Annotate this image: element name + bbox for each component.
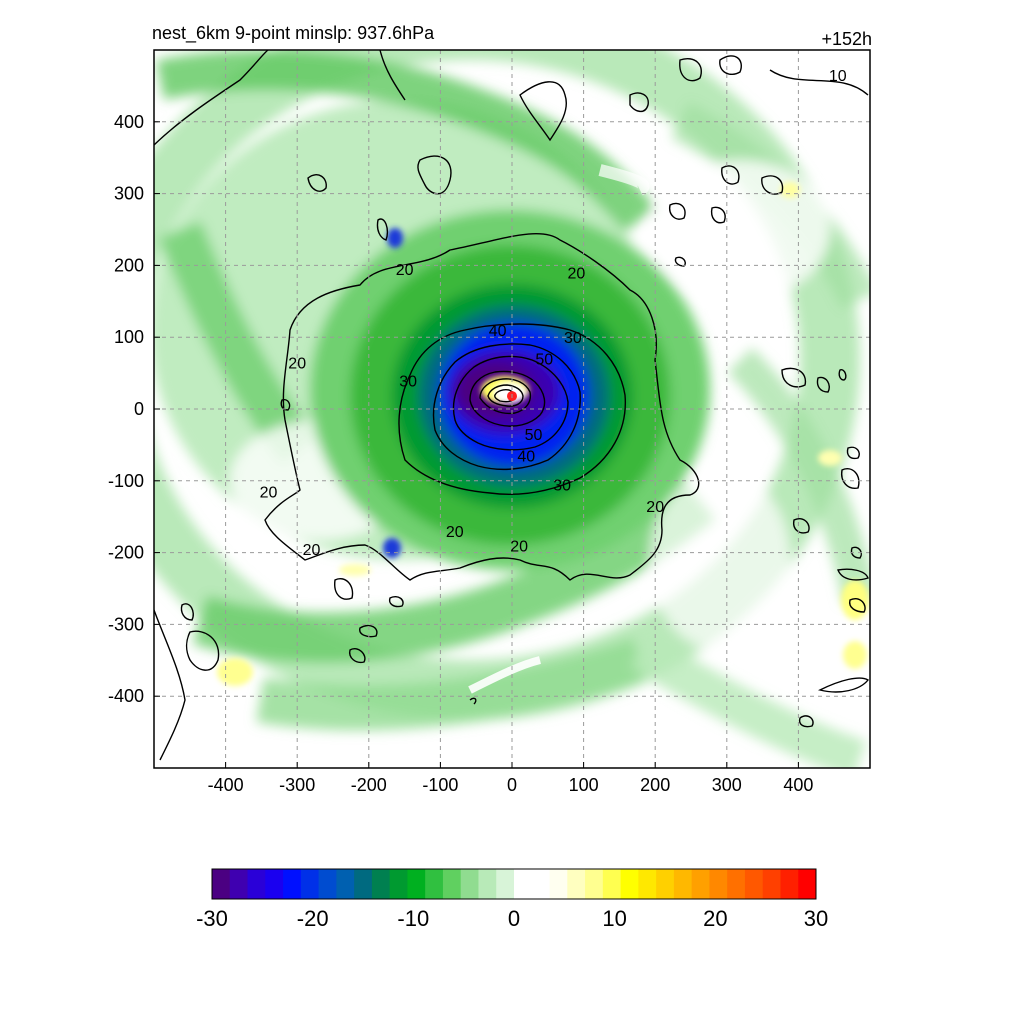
x-tick-label: -100 (422, 775, 458, 795)
contour-label: 20 (568, 266, 586, 283)
contour-label: 30 (564, 330, 582, 347)
colorbar-frame (211, 868, 817, 900)
shaded-field: 20 20 20 20 20 20 20 20 30 30 30 40 40 50 50 10 (154, 50, 870, 768)
colorbar-swatch (780, 869, 799, 899)
colorbar-swatch (371, 869, 391, 899)
colorbar-swatch (762, 869, 781, 899)
y-tick-label: -400 (108, 686, 144, 706)
chart-title: nest_6km 9-point minslp: 937.6hPa (152, 23, 435, 44)
colorbar-swatch (744, 869, 764, 899)
y-tick-label: -300 (108, 614, 144, 634)
colorbar-tick-label: 10 (602, 906, 626, 931)
colorbar-swatch (673, 869, 693, 899)
contour-label: 20 (510, 538, 528, 555)
contour-label: 20 (288, 355, 306, 372)
colorbar-swatch (656, 869, 675, 899)
y-tick-label: 0 (134, 399, 144, 419)
y-tick-label: -200 (108, 543, 144, 563)
contour-label: 40 (489, 323, 507, 340)
colorbar-swatch (514, 869, 533, 899)
colorbar-labels: -30 -20 -10 0 10 20 30 (196, 906, 828, 931)
colorbar-tick-label: -30 (196, 906, 228, 931)
contour-label: 10 (829, 68, 847, 85)
colorbar-swatch (531, 869, 551, 899)
x-tick-label: -200 (351, 775, 387, 795)
contour-label: 50 (525, 427, 543, 444)
x-tick-label: 300 (712, 775, 742, 795)
x-tick-label: 200 (640, 775, 670, 795)
contour-lines (154, 50, 870, 761)
colorbar-tick-label: 0 (508, 906, 520, 931)
colorbar-tick-label: 20 (703, 906, 727, 931)
colorbar-swatch (691, 869, 710, 899)
colorbar-swatch (318, 869, 337, 899)
x-tick-label: 100 (569, 775, 599, 795)
contour-label: 20 (646, 499, 664, 516)
colorbar-swatch (425, 869, 444, 899)
colorbar-swatch (300, 869, 320, 899)
colorbar-swatch (442, 869, 462, 899)
colorbar-swatch (389, 869, 408, 899)
colorbar-swatch (407, 869, 426, 899)
colorbar-swatch (496, 869, 515, 899)
x-axis: -400 -300 -200 -100 0 100 200 300 400 (208, 762, 813, 795)
y-tick-label: 200 (114, 255, 144, 275)
x-tick-label: -300 (279, 775, 315, 795)
contour-label: 20 (446, 524, 464, 541)
colorbar-tick-label: -20 (297, 906, 329, 931)
contour-label: 50 (535, 352, 553, 369)
contour-label: 30 (399, 373, 417, 390)
colorbar-swatch (283, 869, 302, 899)
colorbar-swatch (265, 869, 284, 899)
y-tick-label: 300 (114, 184, 144, 204)
contour-label: 20 (396, 262, 414, 279)
x-tick-label: 0 (507, 775, 517, 795)
contour-label: 20 (303, 542, 321, 559)
colorbar-swatch (460, 869, 479, 899)
y-axis: 400 300 200 100 0 -100 -200 -300 -400 (108, 112, 160, 706)
colorbar (212, 869, 817, 899)
colorbar-swatch (336, 869, 355, 899)
colorbar-swatch (567, 869, 586, 899)
x-tick-label: -400 (208, 775, 244, 795)
colorbar-swatch (620, 869, 639, 899)
colorbar-swatch (602, 869, 622, 899)
colorbar-swatch (727, 869, 746, 899)
colorbar-tick-label: -10 (397, 906, 429, 931)
colorbar-swatch (709, 869, 728, 899)
y-tick-label: 400 (114, 112, 144, 132)
contour-labels: 20 20 20 20 20 20 20 20 30 30 30 40 40 50 50 10 (260, 68, 847, 559)
colorbar-swatch (478, 869, 497, 899)
x-tick-label: 400 (783, 775, 813, 795)
colorbar-swatch (212, 869, 231, 899)
contour-label: 30 (553, 477, 571, 494)
colorbar-swatch (247, 869, 266, 899)
contour-label: 20 (260, 485, 278, 502)
colorbar-swatch (798, 869, 817, 899)
colorbar-swatch (229, 869, 249, 899)
colorbar-swatch (638, 869, 657, 899)
contour-label: 40 (517, 449, 535, 466)
colorbar-swatch (585, 869, 604, 899)
colorbar-swatch (549, 869, 568, 899)
forecast-hour-label: +152h (821, 29, 872, 49)
colorbar-tick-label: 30 (804, 906, 828, 931)
y-tick-label: 100 (114, 327, 144, 347)
colorbar-swatch (354, 869, 373, 899)
y-tick-label: -100 (108, 471, 144, 491)
